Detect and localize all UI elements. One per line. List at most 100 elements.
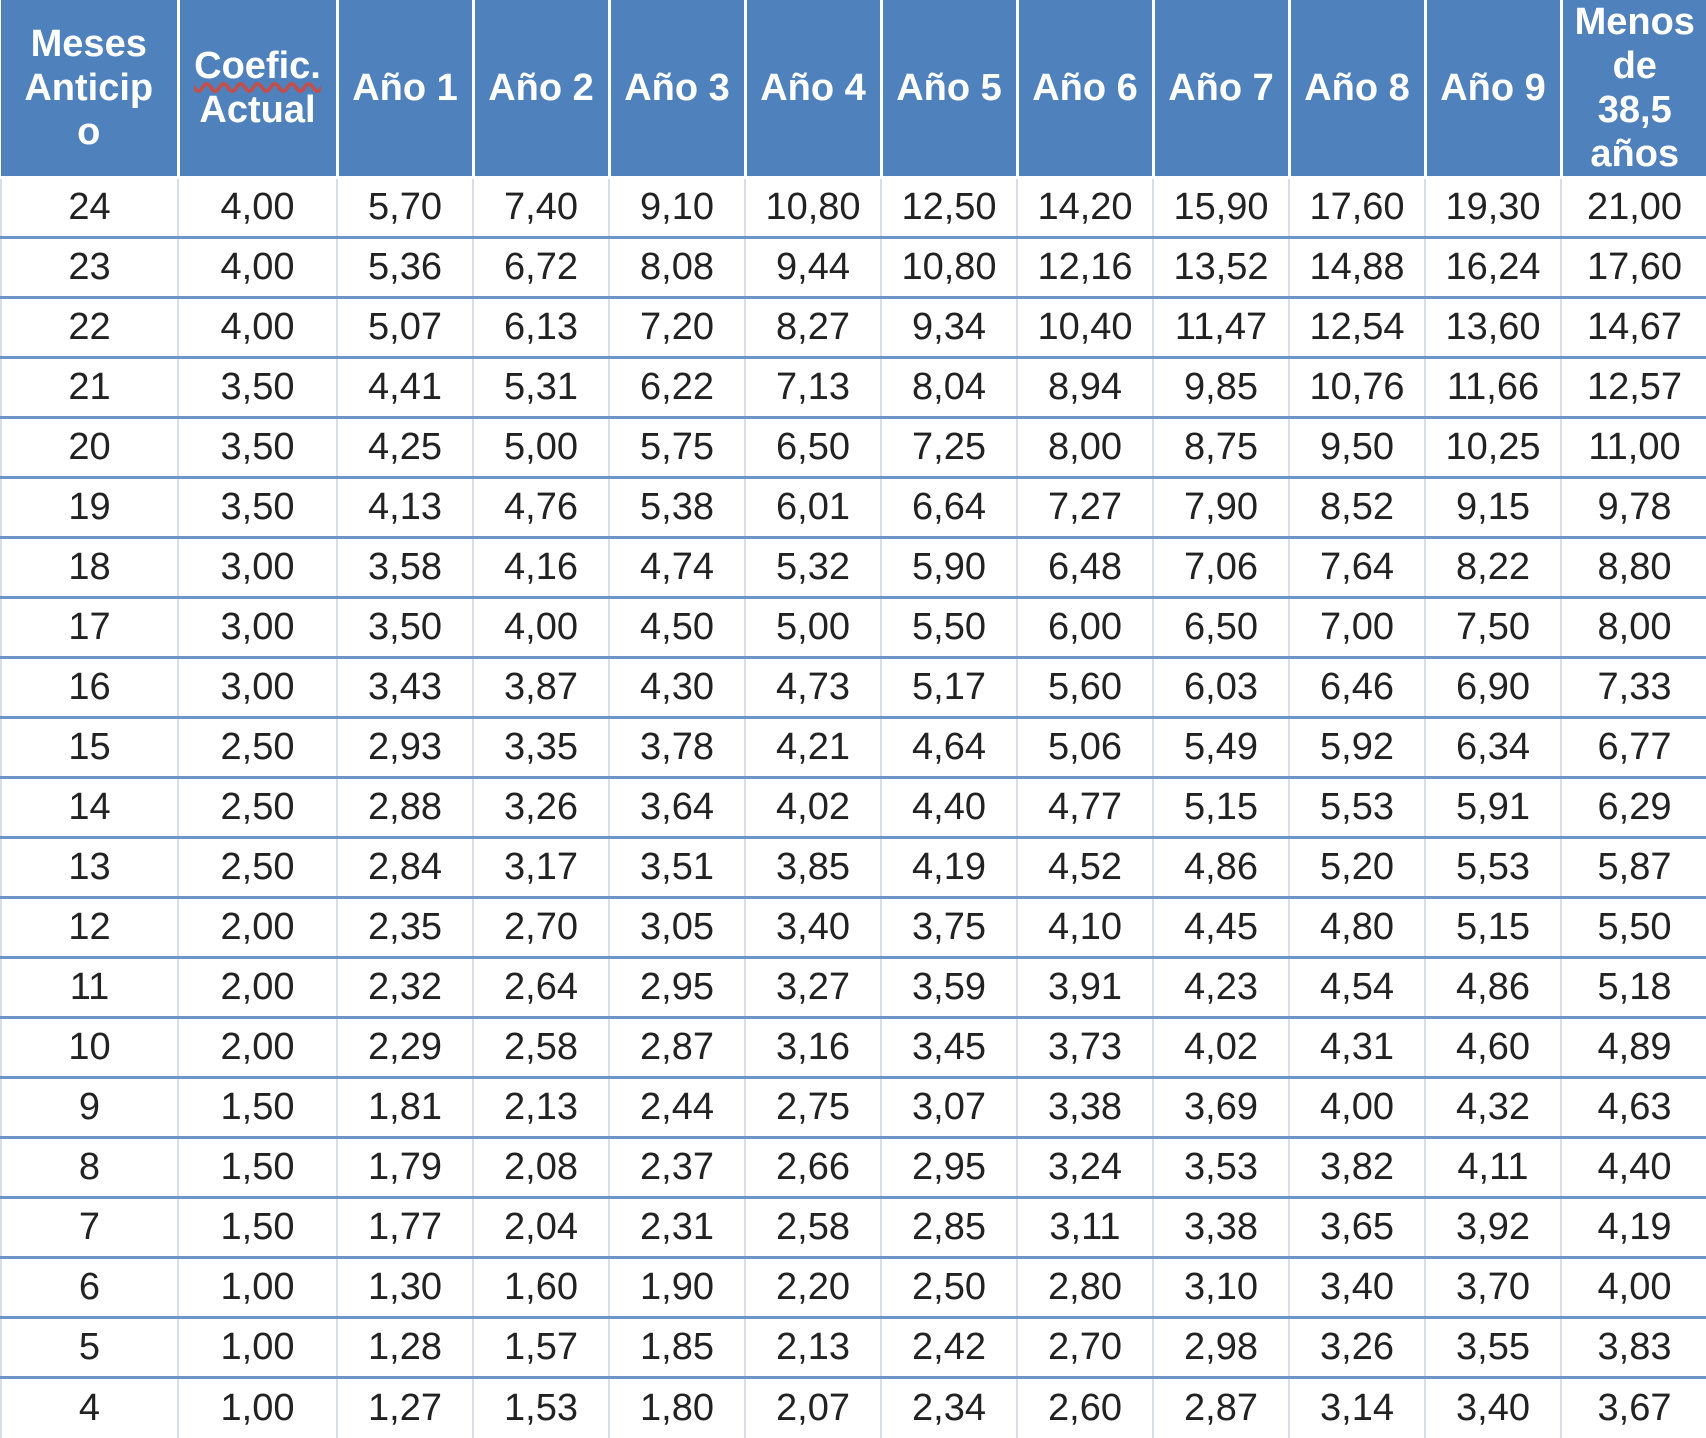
- table-row: 23 4,00 5,36 6,72 8,08 9,44 10,80 12,16 13,52 14,…: [0, 237, 1706, 299]
- cell-coefic: 3,50: [178, 477, 338, 539]
- cell-ano-6: 3,11: [1017, 1197, 1154, 1259]
- cell-meses: 23: [0, 237, 179, 299]
- cell-ano-8: 3,65: [1289, 1197, 1426, 1259]
- cell-meses: 22: [0, 297, 179, 359]
- cell-ano-7: 9,85: [1153, 357, 1290, 419]
- cell-ano-2: 3,17: [473, 837, 610, 899]
- table-row: 6 1,00 1,30 1,60 1,90 2,20 2,50 2,80 3,10 3,40 3,7…: [0, 1257, 1706, 1319]
- cell-ano-2: 2,64: [473, 957, 610, 1019]
- cell-ano-4: 2,66: [745, 1137, 882, 1199]
- header-ano-5: Año 5: [881, 0, 1019, 179]
- cell-ano-8: 9,50: [1289, 417, 1426, 479]
- cell-ano-5: 3,59: [881, 957, 1018, 1019]
- cell-ano-5: 4,40: [881, 777, 1018, 839]
- cell-coefic: 1,50: [178, 1137, 338, 1199]
- cell-ano-6: 10,40: [1017, 297, 1154, 359]
- cell-ano-9: 6,90: [1425, 657, 1562, 719]
- table-row: 15 2,50 2,93 3,35 3,78 4,21 4,64 5,06 5,49 5,92 6,…: [0, 717, 1706, 779]
- cell-meses: 6: [0, 1257, 179, 1319]
- table-row: 5 1,00 1,28 1,57 1,85 2,13 2,42 2,70 2,98 3,26 3,5…: [0, 1317, 1706, 1379]
- cell-ano-1: 2,93: [337, 717, 474, 779]
- cell-coefic: 3,50: [178, 357, 338, 419]
- cell-coefic: 1,00: [178, 1257, 338, 1319]
- cell-coefic: 3,50: [178, 417, 338, 479]
- table-row: 14 2,50 2,88 3,26 3,64 4,02 4,40 4,77 5,15 5,53 5,…: [0, 777, 1706, 839]
- cell-ano-4: 3,40: [745, 897, 882, 959]
- cell-ano-3: 4,74: [609, 537, 746, 599]
- cell-ano-7: 4,86: [1153, 837, 1290, 899]
- cell-ano-1: 2,88: [337, 777, 474, 839]
- cell-ano-8: 7,64: [1289, 537, 1426, 599]
- cell-ano-8: 3,14: [1289, 1377, 1426, 1438]
- cell-ano-7: 2,87: [1153, 1377, 1290, 1438]
- table-body: 24 4,00 5,70 7,40 9,10 10,80 12,50 14,20 15,90 17…: [0, 177, 1706, 1438]
- cell-ano-7: 8,75: [1153, 417, 1290, 479]
- header-ano-9: Año 9: [1425, 0, 1563, 179]
- cell-ano-9: 10,25: [1425, 417, 1562, 479]
- cell-ano-1: 3,58: [337, 537, 474, 599]
- cell-ano-4: 4,73: [745, 657, 882, 719]
- cell-ano-6: 8,94: [1017, 357, 1154, 419]
- cell-ano-8: 3,40: [1289, 1257, 1426, 1319]
- cell-ano-3: 2,37: [609, 1137, 746, 1199]
- cell-menos-38-5: 8,00: [1561, 597, 1706, 659]
- cell-ano-8: 4,54: [1289, 957, 1426, 1019]
- cell-ano-2: 3,87: [473, 657, 610, 719]
- cell-ano-5: 2,85: [881, 1197, 1018, 1259]
- cell-ano-4: 3,85: [745, 837, 882, 899]
- cell-ano-4: 2,20: [745, 1257, 882, 1319]
- cell-ano-6: 5,60: [1017, 657, 1154, 719]
- cell-ano-6: 3,73: [1017, 1017, 1154, 1079]
- cell-coefic: 3,00: [178, 537, 338, 599]
- table-row: 22 4,00 5,07 6,13 7,20 8,27 9,34 10,40 11,47 12,5…: [0, 297, 1706, 359]
- cell-ano-3: 3,51: [609, 837, 746, 899]
- table-row: 9 1,50 1,81 2,13 2,44 2,75 3,07 3,38 3,69 4,00 4,3…: [0, 1077, 1706, 1139]
- cell-meses: 13: [0, 837, 179, 899]
- cell-coefic: 2,00: [178, 897, 338, 959]
- cell-menos-38-5: 14,67: [1561, 297, 1706, 359]
- cell-ano-8: 14,88: [1289, 237, 1426, 299]
- cell-menos-38-5: 4,19: [1561, 1197, 1706, 1259]
- cell-ano-8: 10,76: [1289, 357, 1426, 419]
- cell-ano-3: 3,64: [609, 777, 746, 839]
- cell-ano-9: 9,15: [1425, 477, 1562, 539]
- cell-ano-2: 7,40: [473, 177, 610, 239]
- header-ano-7: Año 7: [1153, 0, 1291, 179]
- cell-ano-2: 2,70: [473, 897, 610, 959]
- cell-ano-9: 13,60: [1425, 297, 1562, 359]
- cell-meses: 7: [0, 1197, 179, 1259]
- cell-ano-9: 8,22: [1425, 537, 1562, 599]
- cell-ano-4: 8,27: [745, 297, 882, 359]
- cell-ano-7: 15,90: [1153, 177, 1290, 239]
- header-meses-line-2: Anticip: [24, 67, 154, 109]
- cell-ano-6: 4,52: [1017, 837, 1154, 899]
- cell-ano-7: 5,49: [1153, 717, 1290, 779]
- cell-menos-38-5: 4,40: [1561, 1137, 1706, 1199]
- cell-ano-3: 8,08: [609, 237, 746, 299]
- cell-ano-3: 2,31: [609, 1197, 746, 1259]
- cell-ano-6: 2,80: [1017, 1257, 1154, 1319]
- cell-ano-4: 2,75: [745, 1077, 882, 1139]
- cell-ano-5: 2,34: [881, 1377, 1018, 1438]
- header-ano-6: Año 6: [1017, 0, 1155, 179]
- cell-ano-8: 4,31: [1289, 1017, 1426, 1079]
- cell-coefic: 4,00: [178, 297, 338, 359]
- cell-ano-9: 3,70: [1425, 1257, 1562, 1319]
- cell-ano-2: 2,13: [473, 1077, 610, 1139]
- cell-ano-5: 9,34: [881, 297, 1018, 359]
- cell-ano-3: 5,38: [609, 477, 746, 539]
- cell-ano-6: 14,20: [1017, 177, 1154, 239]
- table-row: 4 1,00 1,27 1,53 1,80 2,07 2,34 2,60 2,87 3,14 3,4…: [0, 1377, 1706, 1438]
- cell-menos-38-5: 5,87: [1561, 837, 1706, 899]
- cell-ano-9: 4,86: [1425, 957, 1562, 1019]
- cell-ano-2: 2,58: [473, 1017, 610, 1079]
- table-header: Meses Anticip o Coefic. Actual Año 1 Año…: [1, 0, 1706, 179]
- cell-coefic: 4,00: [178, 177, 338, 239]
- cell-menos-38-5: 8,80: [1561, 537, 1706, 599]
- cell-ano-6: 3,24: [1017, 1137, 1154, 1199]
- table-row: 7 1,50 1,77 2,04 2,31 2,58 2,85 3,11 3,38 3,65 3,9…: [0, 1197, 1706, 1259]
- header-menos-de-38-5-anos: Menos de 38,5 años: [1561, 0, 1706, 179]
- cell-ano-3: 9,10: [609, 177, 746, 239]
- cell-ano-4: 6,01: [745, 477, 882, 539]
